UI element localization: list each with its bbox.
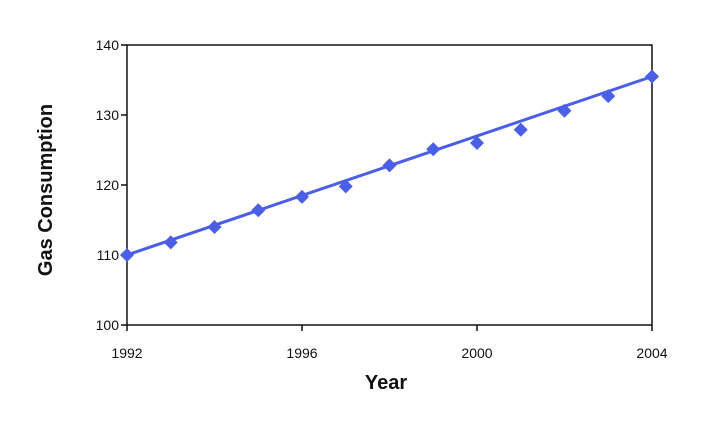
data-point-marker <box>120 248 134 262</box>
series-layer <box>120 69 659 262</box>
data-point-marker <box>295 189 309 204</box>
data-point-marker <box>470 136 484 150</box>
data-point-marker <box>601 89 616 104</box>
data-point-marker <box>207 220 222 234</box>
x-axis-title: Year <box>365 372 407 394</box>
data-point-marker <box>557 103 572 118</box>
x-tick-label: 2004 <box>636 345 667 361</box>
x-tick-label: 2000 <box>461 345 492 361</box>
data-point-marker <box>163 235 178 250</box>
y-tick-label: 100 <box>96 317 120 333</box>
y-axis: 100 110 120 130 140 <box>96 37 127 333</box>
y-tick-label: 130 <box>96 107 120 123</box>
y-tick-label: 110 <box>97 247 120 263</box>
plot-area-border <box>126 44 653 326</box>
x-tick-label: 1992 <box>111 345 142 361</box>
data-point-marker <box>513 122 528 137</box>
data-point-marker <box>426 142 441 157</box>
plot-frame <box>126 44 653 326</box>
x-tick-label: 1996 <box>286 345 317 361</box>
data-point-marker <box>251 203 266 218</box>
y-tick-label: 120 <box>96 177 120 193</box>
data-point-marker <box>338 179 353 194</box>
y-axis-title: Gas Consumption <box>35 104 57 276</box>
y-tick-label: 140 <box>96 37 120 53</box>
data-point-marker <box>382 158 397 173</box>
data-point-marker <box>645 69 659 84</box>
x-axis: 1992 1996 2000 2004 <box>111 325 668 361</box>
